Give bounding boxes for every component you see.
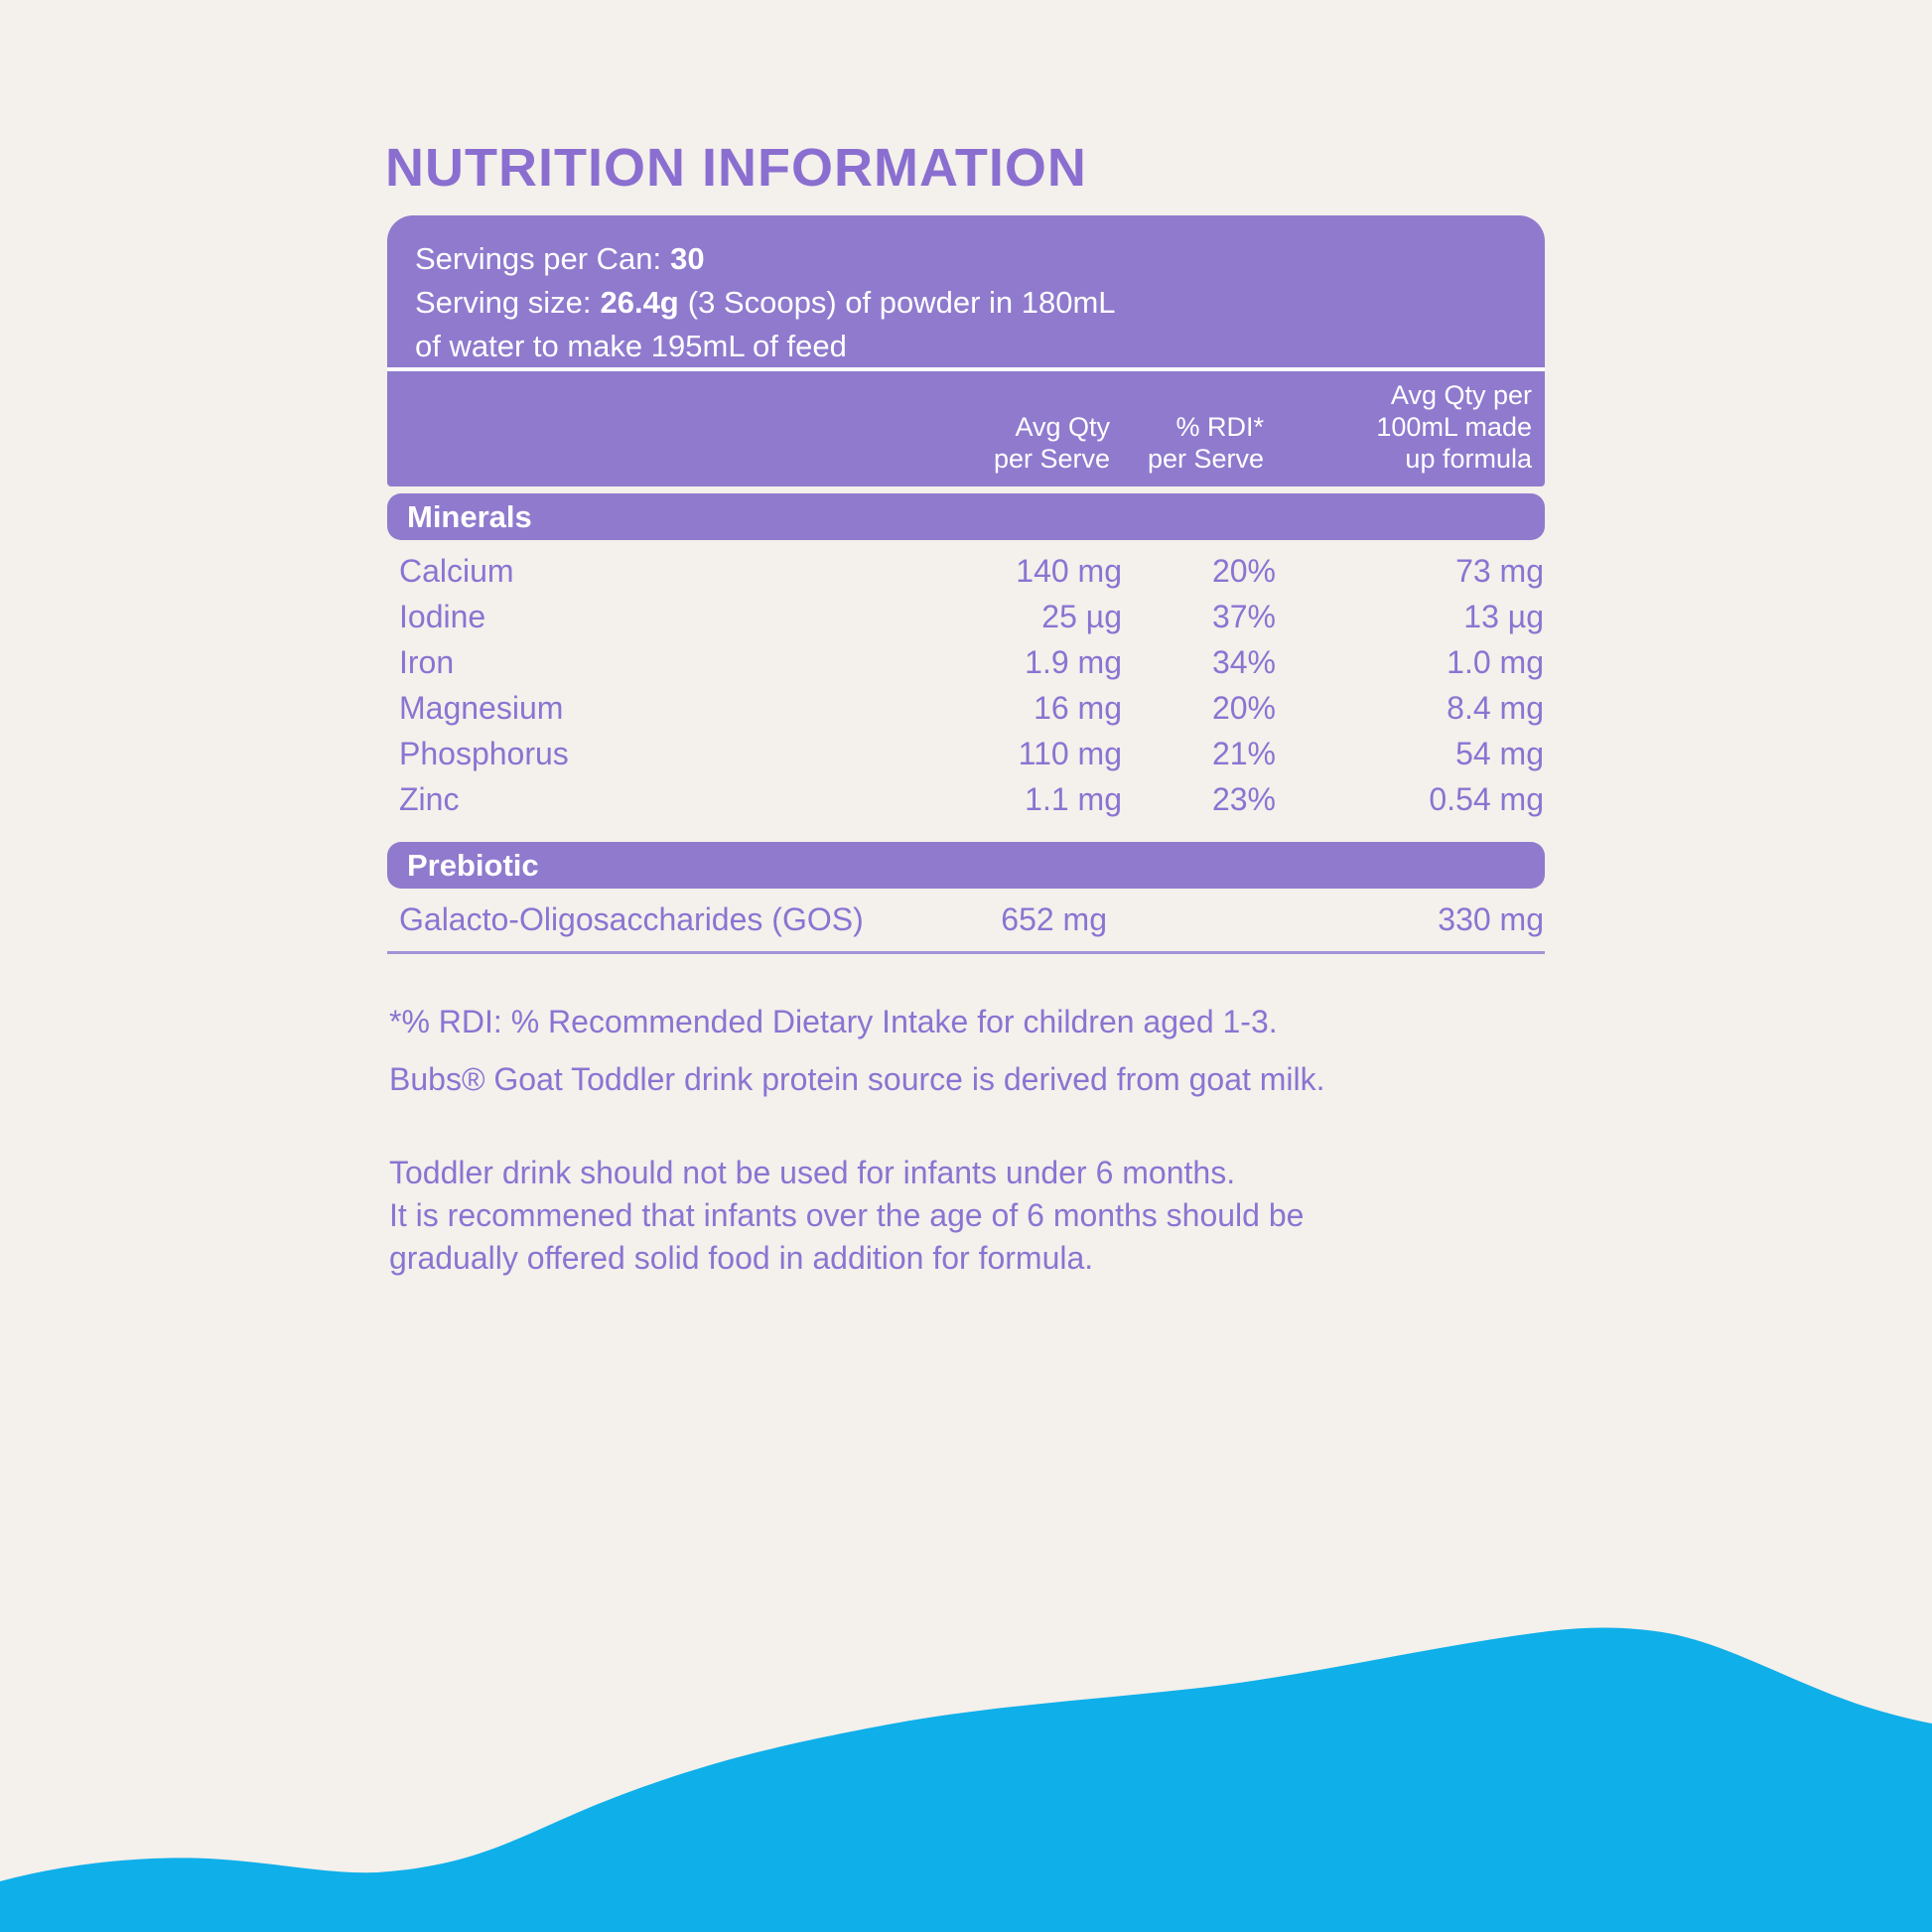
column-header-per-100ml: Avg Qty per 100mL made up formula <box>1376 380 1532 474</box>
value-rdi: 20% <box>1211 552 1276 589</box>
servings-per-can-label: Servings per Can: <box>415 241 662 276</box>
minerals-section-title: Minerals <box>407 498 532 534</box>
table-row: Iron 1.9 mg 34% 1.0 mg <box>387 639 1545 685</box>
servings-per-can-value: 30 <box>670 241 705 276</box>
serving-size-value: 26.4g <box>600 285 679 320</box>
protein-source-note: Bubs® Goat Toddler drink protein source … <box>389 1061 1325 1097</box>
bottom-wave-decoration <box>0 1627 1932 1932</box>
nutrient-name: Iron <box>399 643 455 680</box>
column-header-rdi: % RDI* per Serve <box>1147 412 1264 474</box>
value-rdi: 37% <box>1211 598 1276 634</box>
value-rdi: 23% <box>1211 780 1276 817</box>
value-per-serve: 1.1 mg <box>1025 780 1122 817</box>
column-header-per-serve: Avg Qty per Serve <box>993 412 1110 474</box>
value-per-100ml: 0.54 mg <box>1429 780 1544 817</box>
nutrient-name: Galacto-Oligosaccharides (GOS) <box>399 900 864 937</box>
header-divider <box>387 367 1545 371</box>
nutrient-name: Calcium <box>399 552 514 589</box>
value-per-serve: 16 mg <box>1034 689 1122 726</box>
rdi-footnote: *% RDI: % Recommended Dietary Intake for… <box>389 1004 1278 1039</box>
value-per-100ml: 13 µg <box>1463 598 1544 634</box>
table-row: Galacto-Oligosaccharides (GOS) 652 mg 33… <box>387 897 1545 942</box>
value-rdi: 21% <box>1211 735 1276 771</box>
column-header-row: Avg Qty per Serve % RDI* per Serve Avg Q… <box>387 371 1545 486</box>
toddler-warning-paragraph: Toddler drink should not be used for inf… <box>389 1155 1305 1276</box>
value-rdi: 34% <box>1211 643 1276 680</box>
nutrient-name: Phosphorus <box>399 735 569 771</box>
prebiotic-section-header: Prebiotic <box>387 842 1545 889</box>
servings-per-can-line: Servings per Can: 30 <box>415 237 1517 281</box>
nutrient-name: Zinc <box>399 780 460 817</box>
minerals-table: Calcium 140 mg 20% 73 mg Iodine 25 µg 37… <box>387 548 1545 822</box>
serving-info-box: Servings per Can: 30 Serving size: 26.4g (3… <box>387 215 1545 486</box>
serving-size-label: Serving size: <box>415 285 592 320</box>
serving-size-line: Serving size: 26.4g (3 Scoops) of powder i… <box>415 281 1517 325</box>
table-row: Iodine 25 µg 37% 13 µg <box>387 594 1545 639</box>
serving-size-line2: of water to make 195mL of feed <box>415 329 847 363</box>
table-row: Phosphorus 110 mg 21% 54 mg <box>387 731 1545 776</box>
table-row: Calcium 140 mg 20% 73 mg <box>387 548 1545 594</box>
value-per-serve: 25 µg <box>1041 598 1122 634</box>
value-per-100ml: 54 mg <box>1455 735 1544 771</box>
serving-info: Servings per Can: 30 Serving size: 26.4g (3… <box>387 215 1545 368</box>
value-per-100ml: 73 mg <box>1455 552 1544 589</box>
minerals-section-header: Minerals <box>387 493 1545 540</box>
table-bottom-rule <box>387 951 1545 954</box>
value-per-100ml: 8.4 mg <box>1447 689 1544 726</box>
value-rdi: 20% <box>1211 689 1276 726</box>
value-per-100ml: 330 mg <box>1438 900 1544 937</box>
value-per-serve: 1.9 mg <box>1025 643 1122 680</box>
value-per-serve: 110 mg <box>1018 735 1122 771</box>
table-row: Zinc 1.1 mg 23% 0.54 mg <box>387 776 1545 822</box>
table-row: Magnesium 16 mg 20% 8.4 mg <box>387 685 1545 731</box>
value-per-serve: 652 mg <box>1001 900 1107 937</box>
page-title: NUTRITION INFORMATION <box>385 138 1087 198</box>
serving-size-detail: (3 Scoops) of powder in 180mL <box>687 285 1116 320</box>
nutrient-name: Iodine <box>399 598 486 634</box>
prebiotic-section-title: Prebiotic <box>407 847 539 883</box>
value-per-serve: 140 mg <box>1016 552 1122 589</box>
nutrient-name: Magnesium <box>399 689 564 726</box>
value-per-100ml: 1.0 mg <box>1447 643 1544 680</box>
